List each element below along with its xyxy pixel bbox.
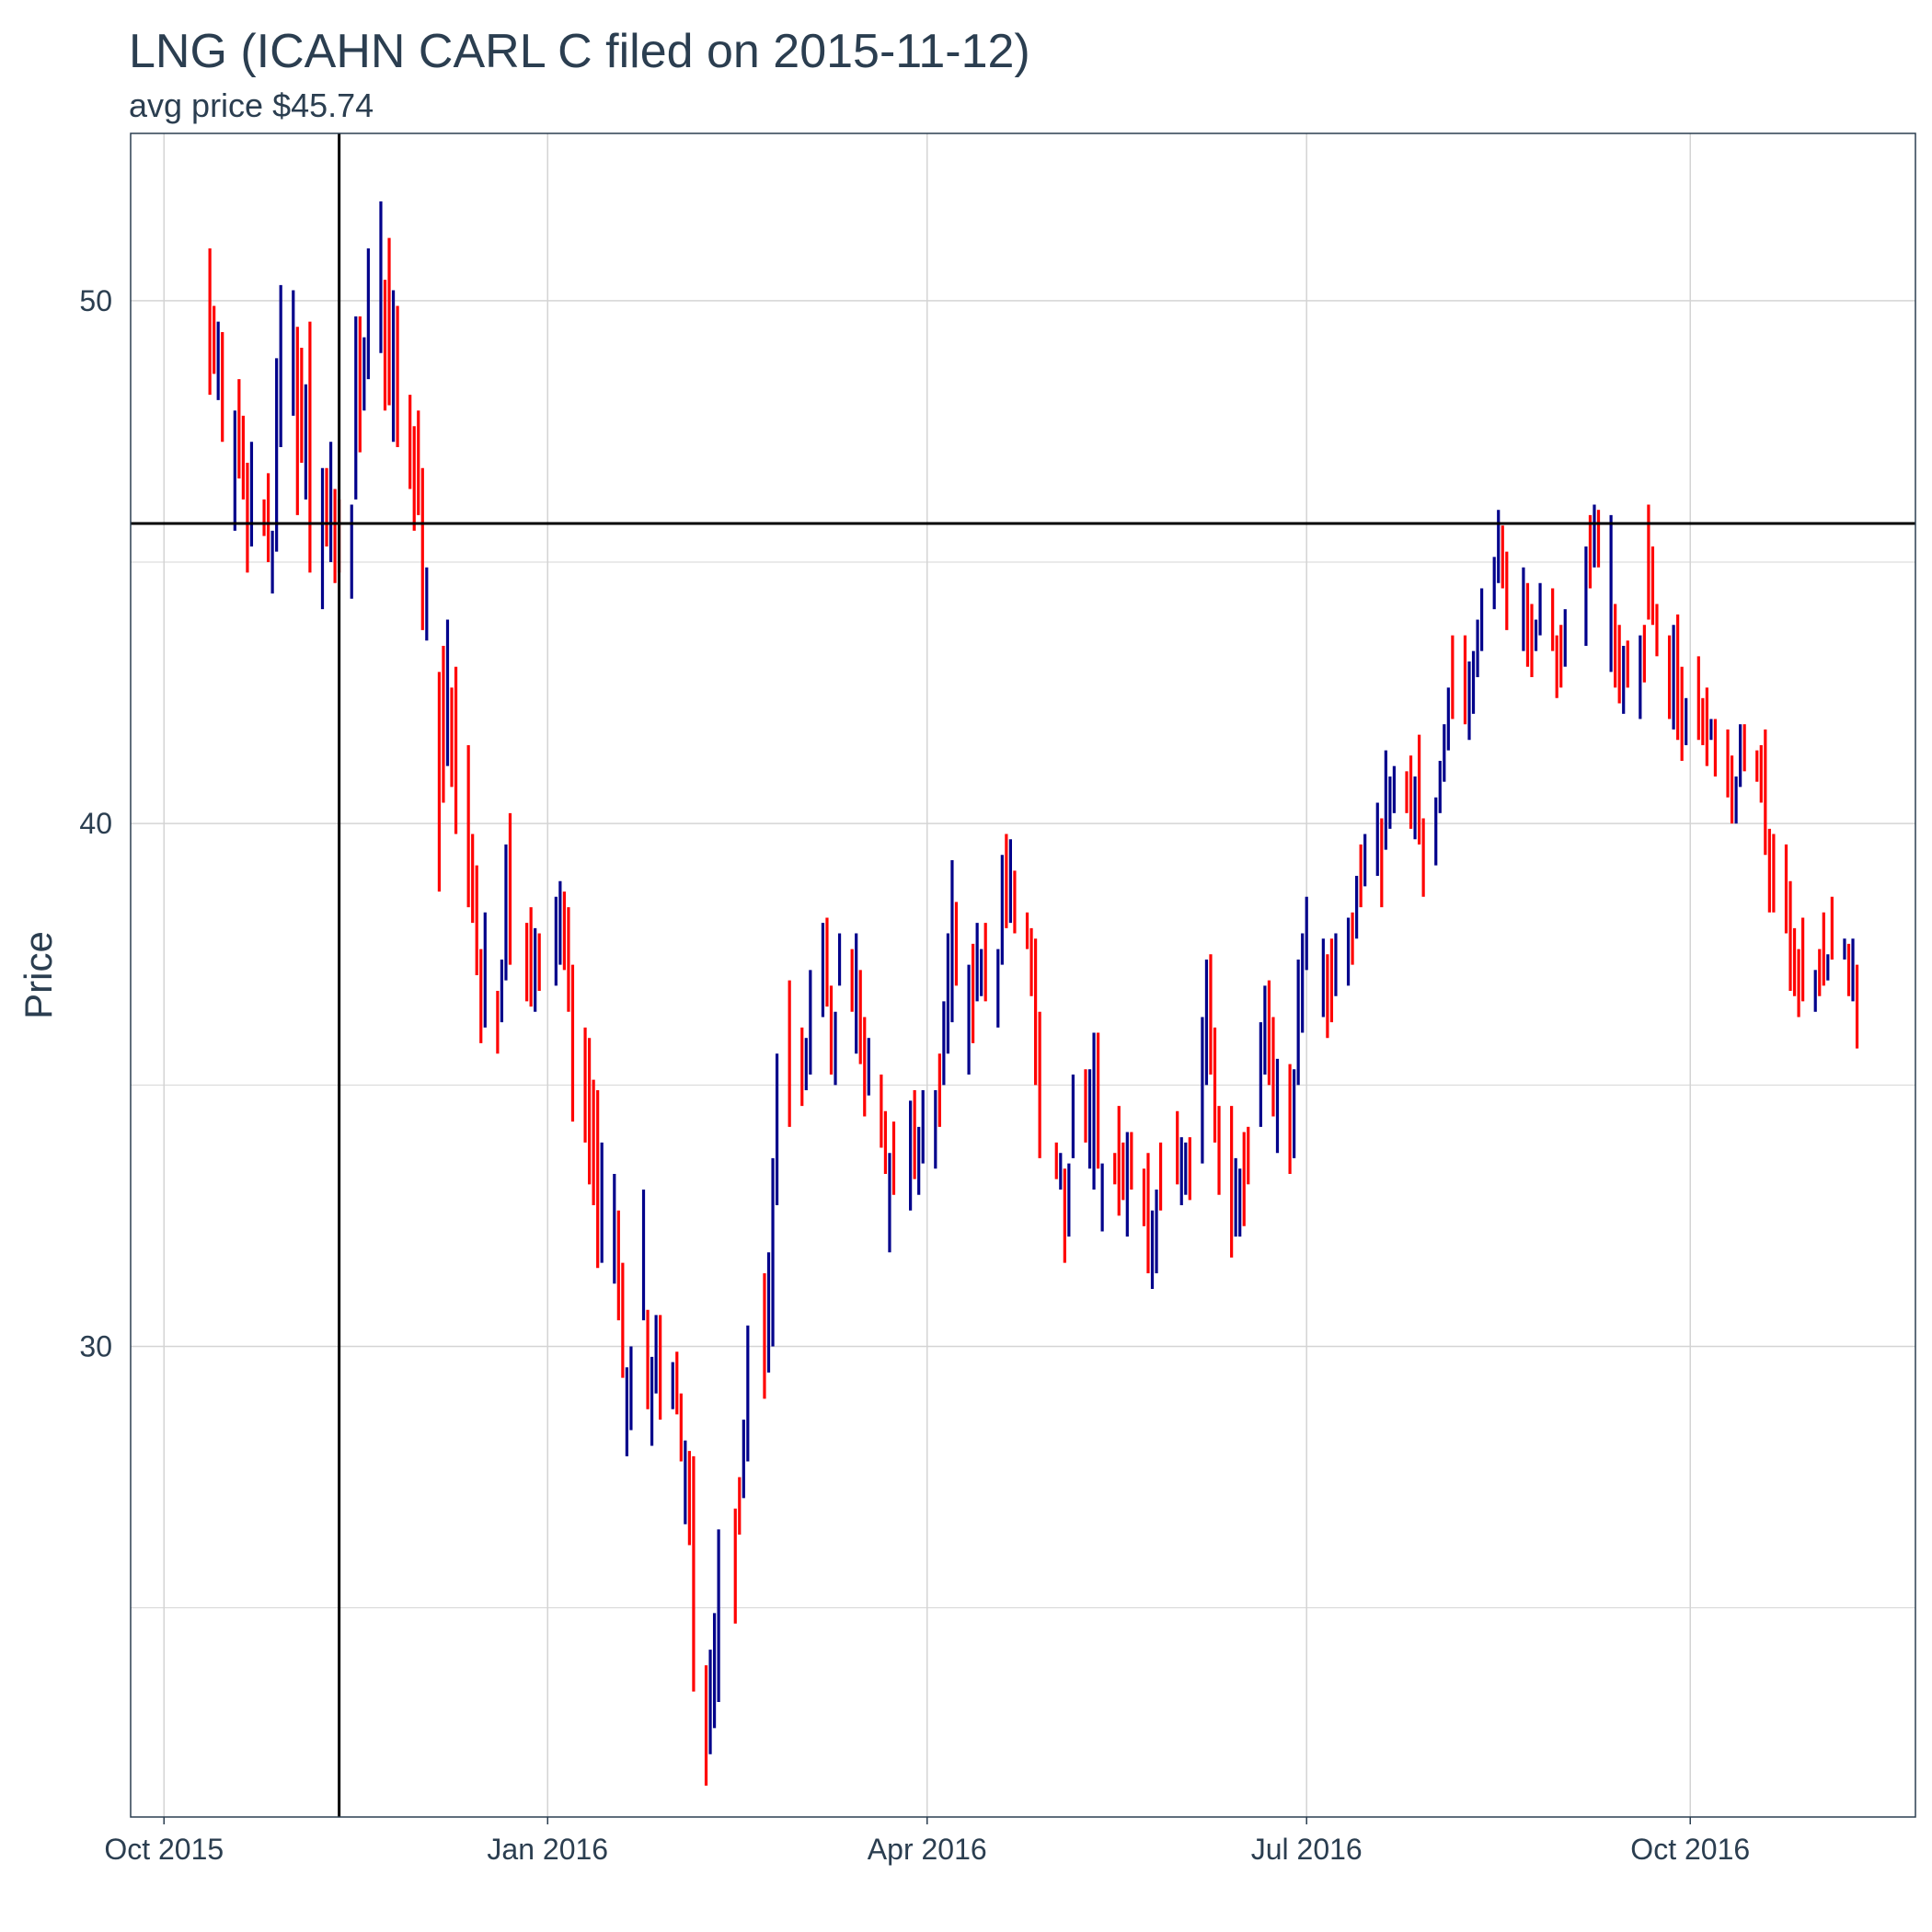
chart-title: LNG (ICAHN CARL C filed on 2015-11-12) (129, 25, 1030, 78)
y-axis-title: Price (17, 931, 60, 1019)
y-tick-label: 30 (79, 1330, 112, 1363)
x-tick-label: Oct 2016 (1630, 1833, 1750, 1866)
x-tick-label: Apr 2016 (868, 1833, 987, 1866)
y-tick-label: 40 (79, 807, 112, 840)
reference-lines (131, 133, 1915, 1817)
grid-lines (131, 133, 1915, 1817)
x-tick-label: Jul 2016 (1251, 1833, 1363, 1866)
x-axis-ticks: Oct 2015 Jan 2016 Apr 2016 Jul 2016 Oct 2016 (104, 1817, 1750, 1866)
y-axis-ticks: 30 40 50 (79, 284, 112, 1363)
plot-panel-border (130, 132, 1916, 1818)
price-bars (208, 201, 1859, 1786)
chart-subtitle: avg price $45.74 (129, 86, 374, 124)
y-tick-label: 50 (79, 284, 112, 317)
x-tick-label: Jan 2016 (487, 1833, 608, 1866)
x-tick-label: Oct 2015 (104, 1833, 224, 1866)
